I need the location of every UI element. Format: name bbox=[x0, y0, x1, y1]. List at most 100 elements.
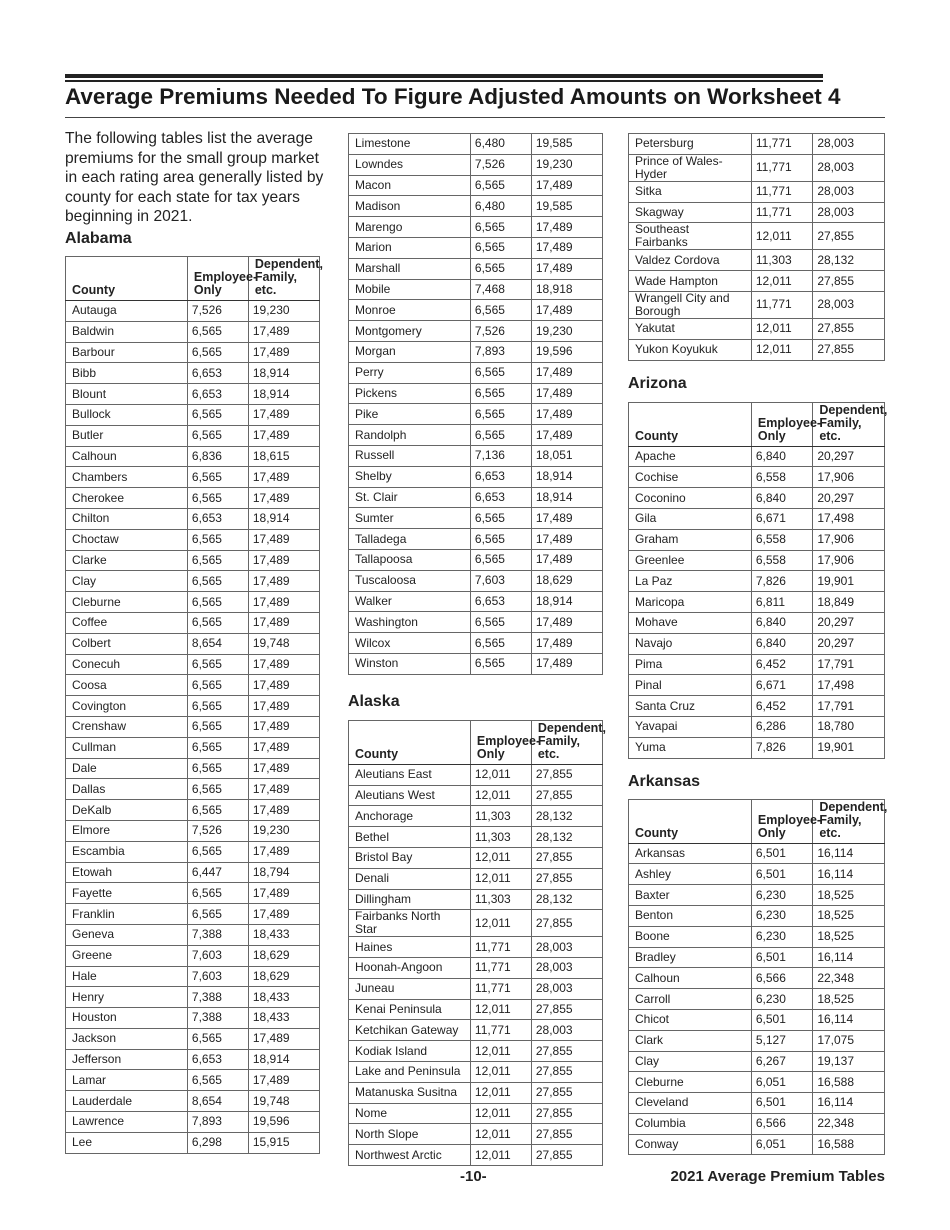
employee-only-cell: 6,565 bbox=[186, 591, 249, 613]
county-cell: Lowndes bbox=[348, 153, 471, 176]
page-title: Average Premiums Needed To Figure Adjust… bbox=[65, 84, 841, 109]
table-row: Ashley 6,501 16,114 bbox=[628, 863, 885, 886]
alabama-continued-section: Limestone 6,480 19,585 Lowndes 7,526 19,230 Ma… bbox=[348, 133, 606, 1167]
county-cell: Coffee bbox=[65, 611, 188, 634]
table-row: Bibb 6,653 18,914 bbox=[65, 362, 321, 385]
dependent-family-cell: 17,489 bbox=[247, 487, 321, 509]
county-cell: Lamar bbox=[65, 1069, 188, 1092]
dependent-family-cell: 17,791 bbox=[812, 695, 885, 717]
employee-only-cell: 6,565 bbox=[186, 528, 249, 551]
employee-only-column-header: Employee- Only bbox=[750, 401, 821, 447]
employee-only-cell: 6,565 bbox=[186, 611, 249, 634]
table-row: Cleveland 6,501 16,114 bbox=[628, 1092, 885, 1114]
dependent-family-cell: 18,629 bbox=[530, 569, 604, 592]
county-cell: Columbia bbox=[628, 1112, 752, 1135]
table-row: Geneva 7,388 18,433 bbox=[65, 923, 321, 946]
employee-only-cell: 7,603 bbox=[186, 965, 249, 988]
dependent-family-cell: 19,596 bbox=[247, 1111, 321, 1133]
header-line: Dependent, bbox=[819, 799, 888, 814]
dependent-family-cell: 17,489 bbox=[247, 1027, 321, 1050]
dependent-family-cell: 17,489 bbox=[247, 403, 321, 426]
employee-only-cell: 6,230 bbox=[750, 884, 814, 906]
dependent-family-cell: 22,348 bbox=[812, 967, 885, 990]
county-cell: Cochise bbox=[628, 466, 752, 489]
employee-only-cell: 11,771 bbox=[750, 153, 814, 182]
county-cell: Mohave bbox=[628, 611, 752, 634]
dependent-family-cell: 19,137 bbox=[812, 1050, 885, 1073]
dependent-family-cell: 17,489 bbox=[530, 216, 604, 238]
dependent-family-cell: 17,489 bbox=[247, 611, 321, 634]
county-cell: Cleburne bbox=[628, 1071, 752, 1094]
table-row: Escambia 6,565 17,489 bbox=[65, 840, 321, 863]
employee-only-cell: 6,565 bbox=[186, 341, 249, 364]
employee-only-cell: 6,653 bbox=[186, 507, 249, 530]
table-row: Coosa 6,565 17,489 bbox=[65, 674, 321, 697]
county-cell: Madison bbox=[348, 195, 471, 218]
employee-only-cell: 11,771 bbox=[750, 290, 814, 319]
employee-only-cell: 7,893 bbox=[469, 340, 532, 363]
table-row: Sumter 6,565 17,489 bbox=[348, 507, 604, 530]
table-row: Yuma 7,826 19,901 bbox=[628, 736, 885, 759]
employee-only-cell: 12,011 bbox=[750, 338, 814, 361]
table-row: Valdez Cordova 11,303 28,132 bbox=[628, 249, 885, 272]
table-row: Mobile 7,468 18,918 bbox=[348, 278, 604, 301]
table-row: Henry 7,388 18,433 bbox=[65, 986, 321, 1009]
table-row: Clarke 6,565 17,489 bbox=[65, 549, 321, 572]
intro-paragraph: The following tables list the average pr… bbox=[65, 130, 324, 225]
table-row: Marion 6,565 17,489 bbox=[348, 236, 604, 259]
table-row: Barbour 6,565 17,489 bbox=[65, 341, 321, 364]
county-cell: Sumter bbox=[348, 507, 471, 530]
table-row: Conway 6,051 16,588 bbox=[628, 1133, 885, 1156]
dependent-family-cell: 18,914 bbox=[247, 362, 321, 385]
employee-only-cell: 11,771 bbox=[469, 977, 532, 1000]
table-row: Fairbanks North Star 12,011 27,855 bbox=[348, 909, 604, 938]
dependent-family-cell: 16,114 bbox=[812, 863, 885, 886]
employee-only-cell: 6,565 bbox=[469, 236, 532, 259]
employee-only-column-header: Employee- Only bbox=[186, 256, 258, 301]
county-cell: Jackson bbox=[65, 1027, 188, 1050]
table-row: Cherokee 6,565 17,489 bbox=[65, 487, 321, 509]
header-line: Employee- bbox=[193, 270, 258, 284]
dependent-family-cell: 20,297 bbox=[812, 611, 885, 634]
dependent-family-cell: 28,132 bbox=[530, 805, 604, 828]
dependent-family-cell: 17,489 bbox=[530, 632, 604, 654]
table-row: Lamar 6,565 17,489 bbox=[65, 1069, 321, 1092]
dependent-family-cell: 17,489 bbox=[247, 882, 321, 905]
dependent-family-cell: 27,855 bbox=[530, 867, 604, 890]
county-cell: Lauderdale bbox=[65, 1090, 188, 1113]
dependent-family-cell: 28,132 bbox=[530, 826, 604, 848]
table-row: Jackson 6,565 17,489 bbox=[65, 1027, 321, 1050]
county-cell: Fairbanks North Star bbox=[348, 909, 471, 938]
county-cell: Ketchikan Gateway bbox=[348, 1019, 471, 1042]
county-cell: Bristol Bay bbox=[348, 846, 471, 869]
employee-only-cell: 6,565 bbox=[186, 1027, 249, 1050]
county-cell: Northwest Arctic bbox=[348, 1144, 471, 1167]
table-row: Greenlee 6,558 17,906 bbox=[628, 549, 885, 572]
employee-only-cell: 6,565 bbox=[469, 299, 532, 322]
county-cell: Chambers bbox=[65, 466, 188, 489]
header-line: Family, etc. bbox=[254, 270, 298, 297]
county-column-header: County bbox=[628, 798, 752, 844]
table-row: Kodiak Island 12,011 27,855 bbox=[348, 1040, 604, 1063]
table-row: Boone 6,230 18,525 bbox=[628, 925, 885, 948]
table-row: Maricopa 6,811 18,849 bbox=[628, 591, 885, 613]
table-row: Macon 6,565 17,489 bbox=[348, 174, 604, 197]
dependent-family-cell: 27,855 bbox=[530, 1102, 604, 1125]
table-row: DeKalb 6,565 17,489 bbox=[65, 799, 321, 821]
employee-only-cell: 12,011 bbox=[469, 846, 532, 869]
employee-only-cell: 12,011 bbox=[469, 867, 532, 890]
employee-only-cell: 12,011 bbox=[469, 1081, 532, 1104]
employee-only-cell: 6,671 bbox=[750, 674, 814, 697]
table-row: Autauga 7,526 19,230 bbox=[65, 300, 321, 322]
county-cell: St. Clair bbox=[348, 486, 471, 509]
dependent-family-cell: 17,906 bbox=[812, 549, 885, 572]
dependent-family-cell: 27,855 bbox=[530, 846, 604, 869]
table-row: Marengo 6,565 17,489 bbox=[348, 216, 604, 238]
table-row: Perry 6,565 17,489 bbox=[348, 361, 604, 384]
dependent-family-column-header: Dependent, Family, etc. bbox=[247, 256, 323, 301]
employee-only-cell: 7,388 bbox=[186, 1007, 249, 1029]
employee-only-cell: 6,051 bbox=[750, 1071, 814, 1094]
employee-only-cell: 12,011 bbox=[469, 998, 532, 1021]
table-row: Calhoun 6,566 22,348 bbox=[628, 967, 885, 990]
table-row: Graham 6,558 17,906 bbox=[628, 528, 885, 551]
